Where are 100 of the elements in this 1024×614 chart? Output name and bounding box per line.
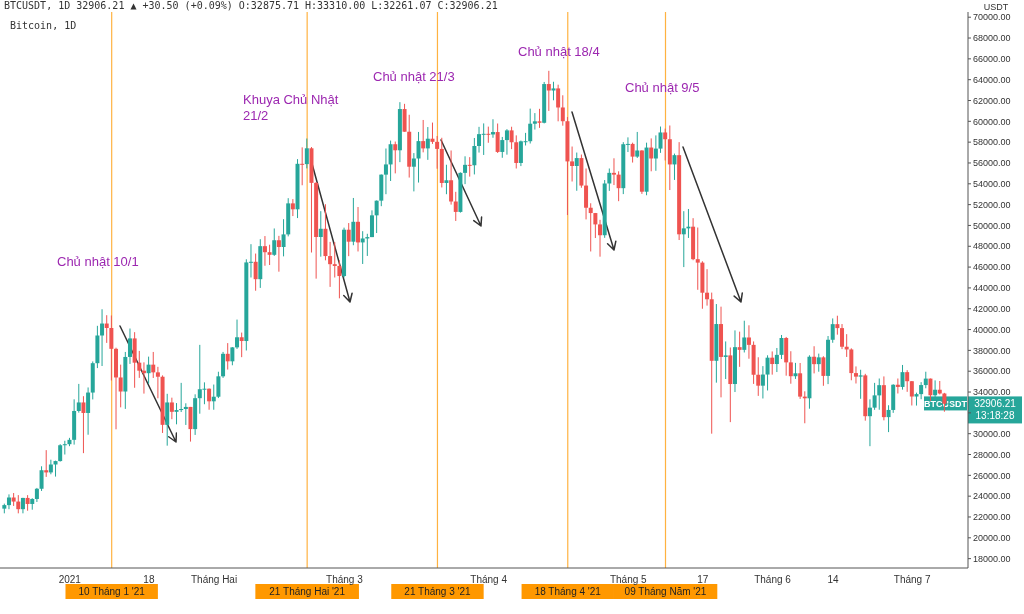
candlestick bbox=[570, 146, 575, 183]
candlestick bbox=[705, 268, 710, 307]
candlestick bbox=[551, 81, 556, 101]
candlestick bbox=[388, 140, 393, 182]
candlestick bbox=[867, 398, 872, 447]
y-axis-title: USDT bbox=[983, 2, 1009, 12]
candlestick bbox=[304, 138, 309, 169]
candlestick bbox=[593, 212, 598, 239]
y-tick-label: 36000.00 bbox=[973, 366, 1011, 377]
candlestick bbox=[886, 404, 891, 433]
ref-line-label: 10 Tháng 1 '21 bbox=[78, 586, 146, 597]
y-tick-label: 50000.00 bbox=[973, 220, 1011, 231]
y-tick-label: 42000.00 bbox=[973, 303, 1011, 314]
candlestick bbox=[779, 334, 784, 360]
candlestick bbox=[100, 308, 105, 367]
text: 13:18:28 bbox=[975, 410, 1015, 422]
candlestick bbox=[737, 331, 742, 368]
ref-line-label: 09 Tháng Năm '21 bbox=[624, 586, 707, 597]
x-tick-label: 14 bbox=[827, 574, 840, 586]
candlestick bbox=[351, 197, 356, 246]
candlestick bbox=[653, 134, 658, 172]
y-tick-label: 66000.00 bbox=[973, 54, 1011, 65]
y-tick-label: 52000.00 bbox=[973, 199, 1011, 210]
candlestick bbox=[760, 365, 765, 399]
candlestick bbox=[453, 191, 458, 222]
candlestick bbox=[663, 128, 668, 161]
candlestick bbox=[546, 70, 551, 112]
y-tick-label: 54000.00 bbox=[973, 178, 1011, 189]
candlestick bbox=[770, 350, 775, 376]
candlestick bbox=[146, 356, 151, 385]
candlestick bbox=[235, 319, 240, 350]
candlestick bbox=[812, 345, 817, 374]
candlestick bbox=[356, 206, 361, 252]
candlestick bbox=[746, 324, 751, 360]
candlestick bbox=[477, 126, 482, 154]
candlestick bbox=[774, 347, 779, 373]
candlestick bbox=[179, 382, 184, 413]
candlestick bbox=[537, 108, 542, 129]
candlestick bbox=[560, 94, 565, 127]
y-tick-label: 28000.00 bbox=[973, 449, 1011, 460]
annotation: Chủ nhật 10/1 bbox=[57, 254, 139, 270]
candlestick bbox=[267, 244, 272, 266]
y-tick-label: 68000.00 bbox=[973, 33, 1011, 44]
y-tick-label: 62000.00 bbox=[973, 95, 1011, 106]
candlestick bbox=[798, 362, 803, 400]
candlestick bbox=[830, 317, 835, 344]
candlestick bbox=[853, 365, 858, 384]
candlestick bbox=[81, 395, 86, 454]
candlestick bbox=[197, 344, 202, 415]
candlestick bbox=[900, 364, 905, 391]
y-tick-label: 56000.00 bbox=[973, 158, 1011, 169]
candlestick bbox=[444, 164, 449, 195]
y-tick-label: 70000.00 bbox=[973, 12, 1011, 23]
candlestick bbox=[225, 342, 230, 371]
candlestick bbox=[872, 382, 877, 411]
x-tick-label: Tháng 5 bbox=[609, 574, 648, 586]
candlestick bbox=[528, 108, 533, 144]
y-tick-label: 34000.00 bbox=[973, 387, 1011, 398]
candlestick bbox=[598, 219, 603, 258]
candlestick bbox=[337, 259, 342, 299]
candlestick bbox=[239, 332, 244, 358]
candlestick bbox=[463, 155, 468, 185]
candlestick bbox=[514, 134, 519, 169]
candlestick bbox=[137, 350, 142, 379]
candlestick bbox=[877, 378, 882, 411]
candlestick bbox=[281, 218, 286, 257]
candlestick bbox=[169, 397, 174, 420]
candlestick bbox=[16, 494, 21, 514]
candlestick bbox=[155, 366, 160, 399]
candlestick bbox=[416, 131, 421, 184]
candlestick bbox=[858, 369, 863, 400]
y-tick-label: 26000.00 bbox=[973, 470, 1011, 481]
chart-subtitle: BTCUSDT, 1D 32906.21 ▲ +30.50 (+0.09%) O:32875.71 H:33310.00 L:32261.07 C:32906.21 bbox=[4, 0, 498, 12]
candlestick bbox=[411, 152, 416, 192]
y-tick-label: 20000.00 bbox=[973, 533, 1011, 543]
x-tick-label: Tháng 7 bbox=[893, 574, 931, 586]
candlestick bbox=[151, 351, 156, 379]
candlestick bbox=[402, 103, 407, 133]
candlestick bbox=[467, 156, 472, 178]
candlestick bbox=[216, 371, 221, 399]
candlestick bbox=[649, 137, 654, 172]
x-tick-label: 17 bbox=[697, 574, 709, 586]
y-tick-label: 44000.00 bbox=[973, 283, 1011, 294]
candlestick bbox=[630, 142, 635, 164]
candlestick bbox=[556, 84, 561, 122]
candlestick bbox=[188, 406, 193, 443]
candlestick bbox=[658, 126, 663, 154]
candlestick bbox=[472, 137, 477, 175]
candlestick bbox=[840, 323, 845, 350]
y-tick-label: 24000.00 bbox=[973, 491, 1011, 502]
candlestick bbox=[86, 386, 91, 436]
candlestick bbox=[383, 148, 388, 195]
candlestick bbox=[262, 235, 267, 267]
annotation: Khuya Chủ Nhật 21/2 bbox=[243, 92, 339, 124]
y-tick-label: 22000.00 bbox=[973, 512, 1011, 523]
x-tick-label: Tháng 4 bbox=[470, 574, 508, 586]
candlestick bbox=[207, 388, 212, 411]
candlestick bbox=[509, 126, 514, 150]
candlestick bbox=[127, 328, 132, 365]
candlestick bbox=[504, 128, 509, 156]
